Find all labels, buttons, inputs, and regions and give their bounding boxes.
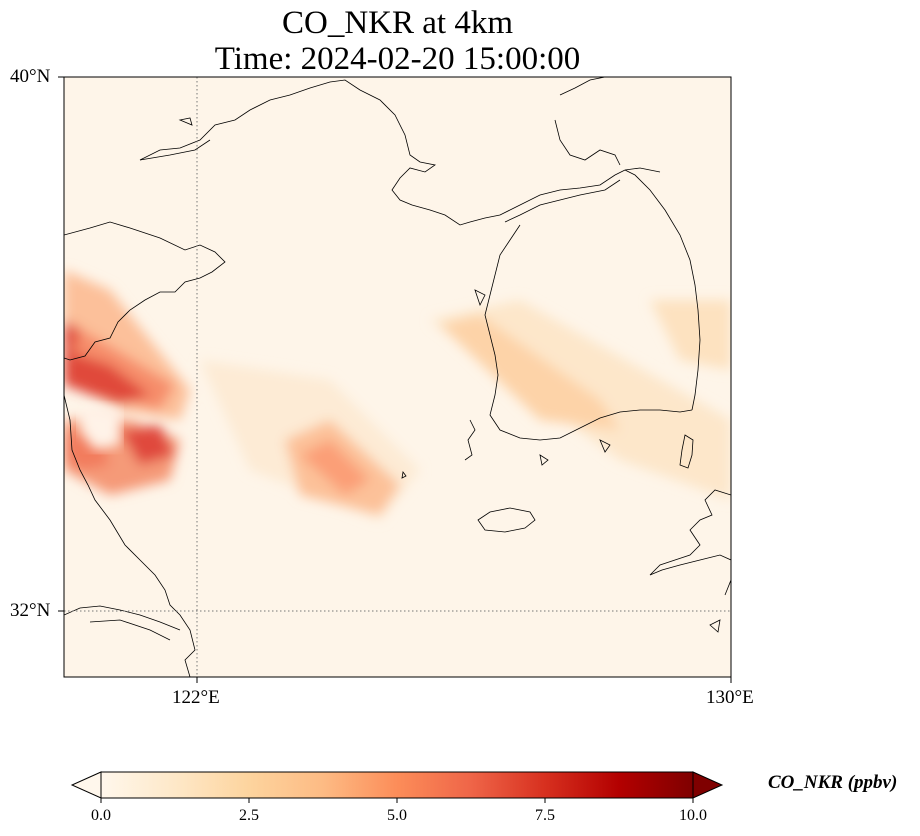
colorbar-tick-label: 0.0 (91, 807, 111, 824)
lat-label-32n: 32°N (10, 600, 51, 621)
map-title-line1: CO_NKR at 4km (282, 5, 513, 41)
coastlines (64, 77, 731, 677)
lat-label-40n: 40°N (10, 66, 51, 87)
colorbar-tick-label: 5.0 (387, 807, 407, 824)
colorbar-label: CO_NKR (ppbv) (768, 772, 898, 793)
colorbar-tick-label: 7.5 (535, 807, 555, 824)
axis-ticks (58, 76, 732, 683)
concentration-field (64, 77, 731, 677)
lon-label-122e: 122°E (172, 687, 220, 708)
colorbar-tick-label: 10.0 (679, 807, 707, 824)
map-frame (63, 76, 732, 678)
map-title-line2: Time: 2024-02-20 15:00:00 (214, 41, 581, 77)
lon-label-130e: 130°E (706, 687, 754, 708)
colorbar-tick-label: 2.5 (239, 807, 259, 824)
colorbar (70, 771, 724, 803)
gridlines (64, 77, 731, 677)
